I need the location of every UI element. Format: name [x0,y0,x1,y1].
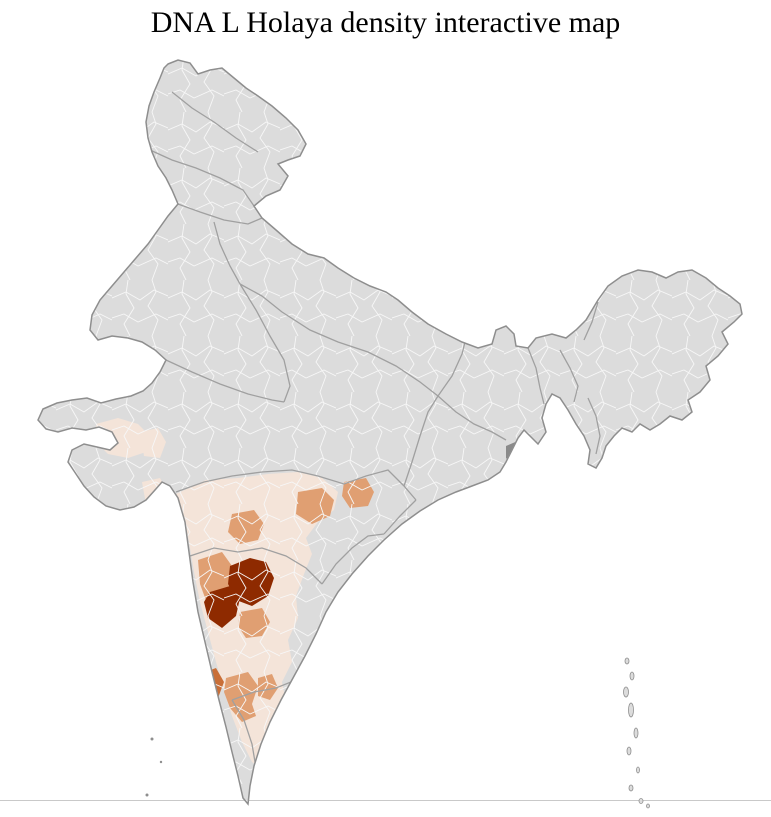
lakshadweep-islands [145,737,163,797]
page-title: DNA L Holaya density interactive map [150,6,621,39]
andaman-nicobar-islands [623,657,650,809]
india-outline [37,59,743,806]
bottom-divider [0,800,771,801]
state-boundaries [149,91,601,789]
